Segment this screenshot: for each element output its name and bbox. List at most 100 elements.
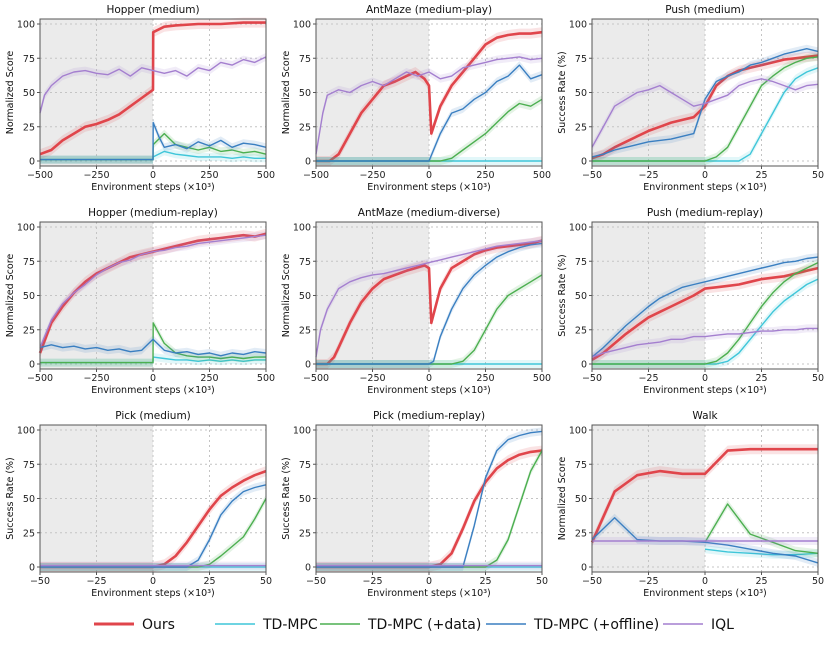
y-tick-label: 25 — [23, 528, 35, 539]
subplot-title: Push (medium-replay) — [647, 207, 763, 219]
x-tick-label: 250 — [200, 373, 218, 384]
x-tick-label: 250 — [476, 170, 494, 181]
subplot-title: Pick (medium-replay) — [373, 410, 485, 422]
subplot-6: −50 −25 0 25 50 0 25 50 75 100 Push (medium-replay… — [557, 207, 824, 396]
series-line-ours — [590, 447, 818, 543]
series-band — [592, 444, 818, 548]
y-axis-label: Normalized Score — [5, 51, 16, 135]
subplot-8: −50 −25 0 25 50 0 25 50 75 100 Pick (medium-replay… — [281, 410, 548, 599]
y-axis-label: Normalized Score — [557, 457, 568, 541]
legend-label: TD-MPC (+data) — [367, 617, 481, 633]
series-line-iql — [39, 234, 267, 348]
subplot-1: −500 −250 0 250 500 0 25 50 75 100 Hopper (medium)… — [5, 4, 275, 193]
y-tick-label: 75 — [299, 54, 311, 65]
y-tick-label: 50 — [575, 494, 587, 505]
x-tick-label: −250 — [83, 373, 109, 384]
x-tick-label: 0 — [426, 373, 432, 384]
x-axis-label: Environment steps (×10³) — [91, 588, 214, 599]
y-axis-label: Success Rate (%) — [557, 254, 568, 337]
y-tick-label: 0 — [29, 360, 35, 371]
y-tick-label: 100 — [293, 20, 311, 31]
x-tick-label: 0 — [150, 576, 156, 587]
y-tick-label: 25 — [299, 325, 311, 336]
y-tick-label: 0 — [305, 563, 311, 574]
x-tick-label: 50 — [812, 576, 824, 587]
y-tick-label: 75 — [23, 54, 35, 65]
series-line-ours — [39, 21, 266, 156]
series-band — [592, 253, 818, 362]
x-tick-label: −500 — [27, 373, 53, 384]
y-tick-label: 0 — [305, 360, 311, 371]
y-tick-label: 50 — [575, 88, 587, 99]
y-tick-label: 25 — [299, 122, 311, 133]
legend-label: TD-MPC (+offline) — [533, 617, 659, 633]
x-tick-label: −500 — [303, 373, 329, 384]
x-tick-label: 50 — [812, 170, 824, 181]
y-tick-label: 50 — [23, 88, 35, 99]
y-tick-label: 75 — [23, 257, 35, 268]
subplot-5: −500 −250 0 250 500 0 25 50 75 100 AntMaze (medium… — [281, 207, 551, 396]
legend-item-td-mpc-offline: TD-MPC (+offline) — [486, 617, 659, 633]
series-line-ours — [316, 239, 543, 366]
y-tick-label: 25 — [23, 325, 35, 336]
y-tick-label: 100 — [293, 223, 311, 234]
y-tick-label: 100 — [17, 223, 35, 234]
x-tick-label: 50 — [260, 576, 272, 587]
series-line-iql — [591, 327, 818, 358]
y-tick-label: 0 — [581, 157, 587, 168]
x-tick-label: 250 — [200, 170, 218, 181]
x-tick-label: −50 — [30, 576, 50, 587]
series-band — [40, 228, 266, 358]
series-line-td-mpc-data — [592, 261, 819, 365]
series-line-td-mpc-offline — [591, 256, 819, 358]
y-tick-label: 0 — [305, 157, 311, 168]
x-tick-label: −25 — [362, 576, 382, 587]
legend-item-iql: IQL — [663, 617, 734, 633]
x-axis-label: Environment steps (×10³) — [367, 588, 490, 599]
subplot-9: −50 −25 0 25 50 0 25 50 75 100 Walk Environment ste… — [557, 410, 824, 599]
y-tick-label: 25 — [575, 122, 587, 133]
x-tick-label: 0 — [426, 170, 432, 181]
subplot-title: Hopper (medium-replay) — [88, 207, 218, 219]
y-axis-label: Success Rate (%) — [557, 51, 568, 134]
series-band — [40, 466, 266, 572]
series-line-td-mpc-data — [592, 56, 819, 162]
y-tick-label: 0 — [581, 563, 587, 574]
x-tick-label: −50 — [582, 170, 602, 181]
subplot-3: −50 −25 0 25 50 0 25 50 75 100 Push (medium) Enviro… — [557, 4, 824, 193]
y-tick-label: 50 — [23, 494, 35, 505]
x-tick-label: −250 — [359, 170, 385, 181]
x-tick-label: 25 — [755, 373, 767, 384]
x-axis-label: Environment steps (×10³) — [91, 182, 214, 193]
series-line-td-mpc-offline — [316, 242, 543, 365]
series-line-td-mpc-offline — [316, 64, 543, 162]
y-tick-label: 50 — [299, 291, 311, 302]
x-tick-label: 500 — [257, 170, 275, 181]
x-tick-label: 25 — [203, 576, 215, 587]
subplot-title: Walk — [692, 410, 718, 422]
series-line-iql — [39, 56, 267, 114]
series-band — [705, 500, 818, 558]
x-axis-label: Environment steps (×10³) — [643, 385, 766, 396]
subplot-title: Hopper (medium) — [106, 4, 199, 16]
x-tick-label: 500 — [533, 170, 551, 181]
legend-item-td-mpc-data: TD-MPC (+data) — [320, 617, 481, 633]
x-axis-label: Environment steps (×10³) — [91, 385, 214, 396]
y-tick-label: 50 — [23, 291, 35, 302]
legend-item-ours: Ours — [94, 617, 175, 633]
x-tick-label: 0 — [702, 170, 708, 181]
x-tick-label: −50 — [582, 576, 602, 587]
x-tick-label: −50 — [582, 373, 602, 384]
legend-item-td-mpc: TD-MPC — [215, 617, 318, 633]
subplot-2: −500 −250 0 250 500 0 25 50 75 100 AntMaze (medium… — [281, 4, 551, 193]
series-line-td-mpc-data — [316, 98, 543, 162]
x-tick-label: 25 — [755, 576, 767, 587]
series-line-td-mpc-offline — [316, 430, 543, 568]
legend-label: TD-MPC — [262, 617, 318, 633]
x-tick-label: 0 — [702, 576, 708, 587]
subplot-title: Push (medium) — [665, 4, 745, 16]
series-line-td-mpc-data — [704, 503, 819, 554]
series-line-ours — [591, 54, 819, 160]
